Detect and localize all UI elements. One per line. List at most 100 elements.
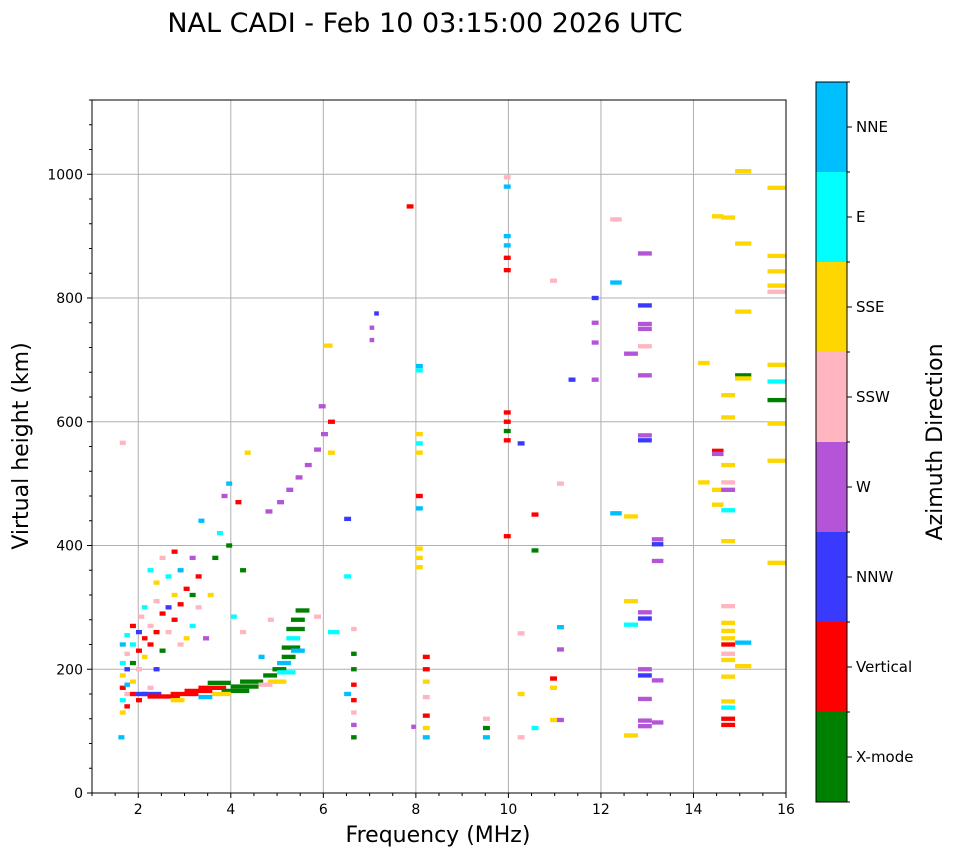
echo-point	[503, 175, 511, 180]
x-tick-label: 16	[777, 802, 795, 818]
echo-point	[272, 667, 287, 672]
echo-point	[721, 722, 736, 728]
echo-point	[177, 602, 184, 607]
echo-point	[221, 688, 250, 694]
echo-point	[277, 670, 296, 675]
echo-point	[129, 623, 136, 629]
echo-point	[637, 321, 652, 327]
echo-point	[711, 487, 724, 492]
colorbar: X-mode Vertical NNW W SSW SSE E NNE	[815, 81, 913, 803]
echo-point	[344, 516, 352, 522]
echo-point	[721, 674, 736, 679]
echo-point	[177, 642, 184, 647]
echo-point	[637, 696, 652, 702]
echo-point	[637, 718, 652, 723]
echo-point	[637, 610, 652, 615]
colorbar-tick-label: E	[856, 208, 865, 226]
echo-point	[240, 568, 247, 573]
echo-point	[119, 440, 126, 445]
echo-point	[327, 419, 335, 424]
echo-point	[411, 724, 416, 729]
echo-point	[721, 462, 736, 468]
x-tick-label: 14	[685, 802, 703, 818]
echo-point	[721, 480, 736, 485]
echo-point	[721, 657, 736, 663]
echo-point	[711, 502, 724, 507]
echo-point	[141, 636, 148, 641]
chart-title: NAL CADI - Feb 10 03:15:00 2026 UTC	[167, 8, 682, 39]
echo-point	[277, 660, 291, 666]
echo-point	[159, 611, 166, 616]
echo-point	[124, 704, 130, 709]
colorbar-segment	[816, 172, 847, 262]
echo-point	[651, 678, 664, 683]
y-tick-label: 400	[56, 539, 83, 555]
echo-point	[295, 608, 310, 613]
echo-point	[135, 698, 142, 703]
echo-point	[482, 725, 490, 731]
x-tick-label: 10	[499, 802, 517, 818]
echo-point	[221, 493, 228, 499]
echo-point	[351, 626, 357, 632]
colorbar-tick-label: X-mode	[856, 748, 913, 766]
echo-point	[207, 592, 214, 598]
echo-point	[422, 713, 430, 718]
echo-point	[624, 733, 638, 738]
echo-point	[735, 640, 752, 645]
echo-point	[735, 373, 752, 378]
colorbar-segment	[816, 622, 847, 712]
echo-point	[721, 392, 736, 398]
echo-point	[129, 691, 136, 697]
echo-point	[267, 617, 274, 622]
echo-point	[198, 685, 227, 690]
y-tick-label: 600	[56, 415, 83, 431]
echo-point	[277, 500, 285, 505]
echo-point	[119, 642, 126, 647]
echo-point	[415, 450, 423, 455]
y-tick-label: 1000	[47, 167, 83, 183]
y-tick-label: 0	[74, 786, 83, 802]
echo-point	[267, 679, 287, 684]
echo-point	[767, 269, 786, 274]
echo-point	[286, 626, 305, 632]
echo-point	[556, 647, 564, 652]
echo-point	[591, 340, 599, 345]
echo-point	[517, 735, 525, 740]
echo-point	[118, 735, 125, 740]
colorbar-tick-label: SSE	[856, 298, 885, 316]
echo-point	[119, 685, 126, 690]
echo-point	[698, 480, 710, 485]
echo-point	[230, 614, 237, 619]
echo-point	[369, 325, 375, 330]
x-tick-label: 2	[134, 802, 143, 818]
echo-point	[189, 555, 196, 561]
echo-point	[637, 616, 652, 621]
echo-point	[767, 283, 786, 288]
echo-point	[591, 377, 599, 382]
echo-point	[286, 636, 301, 641]
echo-point	[295, 475, 303, 480]
x-axis-label: Frequency (MHz)	[346, 823, 531, 848]
echo-point	[415, 493, 423, 499]
echo-point	[503, 243, 511, 248]
echo-point	[195, 605, 202, 610]
echo-point	[240, 679, 264, 684]
colorbar-segment	[816, 82, 847, 172]
echo-point	[286, 487, 294, 492]
echo-point	[651, 558, 664, 564]
echo-point	[735, 241, 752, 246]
echo-point	[550, 717, 557, 723]
echo-point	[318, 404, 326, 409]
echo-point	[226, 543, 233, 548]
echo-point	[415, 431, 423, 437]
colorbar-frame	[815, 81, 848, 803]
echo-point	[124, 682, 130, 687]
echo-point	[637, 673, 652, 678]
echo-point	[159, 648, 166, 653]
echo-point	[721, 620, 736, 626]
echo-point	[610, 511, 622, 516]
echo-point	[624, 622, 638, 627]
echo-point	[721, 487, 736, 492]
echo-point	[767, 421, 786, 426]
